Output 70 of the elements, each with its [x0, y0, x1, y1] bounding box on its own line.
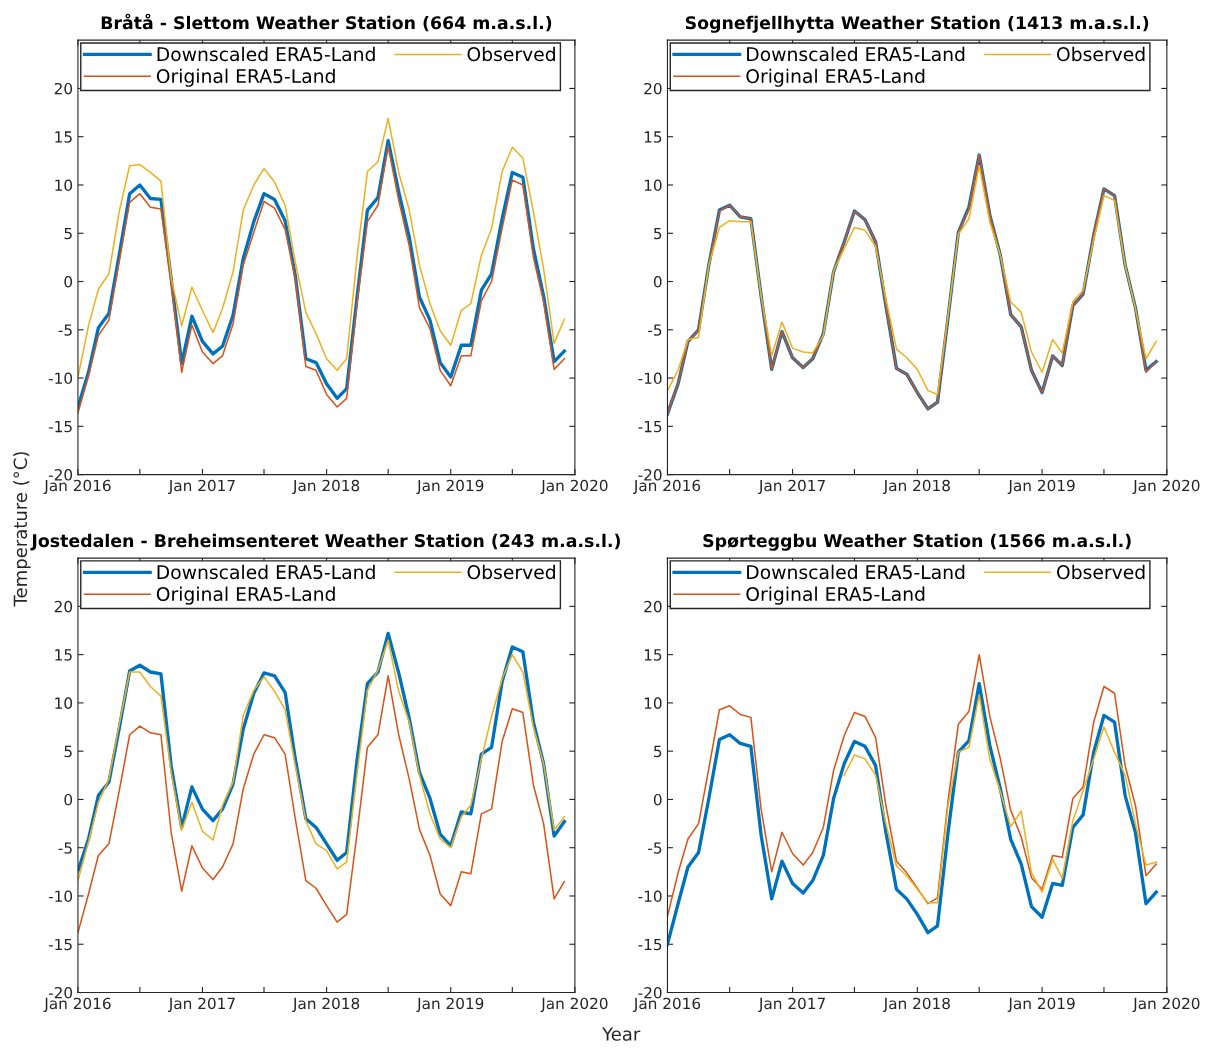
x-tick-label: Jan 2020: [1132, 997, 1200, 1013]
y-tick-label: 15: [644, 649, 662, 661]
x-tick-label: Jan 2017: [168, 997, 235, 1013]
legend-label: Observed: [467, 46, 555, 62]
y-tick-label: 20: [644, 600, 662, 613]
legend-label: Observed: [467, 564, 555, 580]
x-tick-label: Jan 2019: [1007, 479, 1075, 495]
y-tick-label: -15: [48, 938, 72, 951]
y-tick-label: 10: [644, 697, 662, 709]
y-tick-label: 0: [64, 793, 73, 806]
y-tick-label: -15: [48, 420, 72, 433]
y-tick-label: -10: [638, 372, 662, 385]
y-tick-label: -15: [638, 938, 662, 951]
legend-label: Observed: [1057, 46, 1145, 62]
x-axis-title: Year: [602, 1027, 641, 1041]
y-tick-label: -20: [638, 469, 662, 481]
y-tick-label: 10: [644, 179, 662, 191]
x-tick-label: Jan 2017: [758, 479, 825, 495]
legend-label: Downscaled ERA5-Land: [747, 564, 965, 580]
x-tick-label: Jan 2019: [1007, 997, 1075, 1013]
y-axis-title: Temperature (°C): [13, 452, 31, 607]
chart-title: Spørteggbu Weather Station (1566 m.a.s.l.): [703, 533, 1131, 551]
y-tick-label: 5: [654, 227, 662, 240]
y-tick-label: 5: [64, 227, 72, 240]
y-tick-label: -10: [48, 890, 73, 903]
y-tick-label: 20: [54, 600, 73, 613]
y-tick-label: -5: [58, 842, 72, 854]
y-tick-label: 20: [644, 82, 662, 95]
y-tick-label: 15: [55, 131, 72, 143]
y-tick-label: 15: [644, 131, 662, 143]
x-tick-label: Jan 2018: [292, 997, 360, 1013]
y-tick-label: 20: [54, 82, 73, 95]
y-tick-label: -10: [638, 890, 662, 903]
y-tick-label: -5: [58, 324, 72, 336]
chart-title: Jostedalen - Breheimsenteret Weather Station (243 m.a.s.l.): [30, 533, 620, 551]
y-tick-label: 0: [653, 275, 662, 288]
x-tick-label: Jan 2018: [292, 479, 360, 495]
legend-label: Downscaled ERA5-Land: [157, 564, 375, 580]
x-tick-label: Jan 2020: [540, 997, 608, 1013]
y-tick-label: -20: [638, 986, 662, 999]
y-tick-label: -15: [638, 420, 662, 433]
y-tick-label: 5: [654, 745, 662, 758]
x-tick-label: Jan 2018: [882, 997, 950, 1013]
y-tick-label: 15: [55, 649, 72, 661]
y-tick-label: 0: [653, 793, 662, 806]
x-tick-label: Jan 2018: [882, 479, 950, 495]
x-tick-label: Jan 2017: [168, 479, 235, 495]
legend-label: Downscaled ERA5-Land: [747, 46, 965, 62]
y-tick-label: -20: [48, 986, 73, 999]
x-tick-label: Jan 2019: [416, 997, 484, 1013]
legend-label: Original ERA5-Land: [746, 586, 925, 605]
legend-label: Downscaled ERA5-Land: [157, 46, 375, 62]
legend-label: Original ERA5-Land: [746, 68, 925, 87]
x-tick-label: Jan 2020: [540, 479, 608, 495]
y-tick-label: 5: [64, 745, 72, 758]
x-tick-label: Jan 2017: [758, 997, 825, 1013]
legend-label: Original ERA5-Land: [156, 68, 335, 87]
legend-label: Observed: [1057, 564, 1145, 580]
legend-label: Original ERA5-Land: [156, 586, 335, 605]
y-tick-label: 0: [64, 275, 73, 288]
y-tick-label: 10: [55, 697, 73, 709]
y-tick-label: 10: [55, 179, 73, 191]
y-tick-label: -5: [648, 324, 662, 336]
y-tick-label: -10: [48, 372, 73, 385]
x-tick-label: Jan 2020: [1132, 479, 1200, 495]
y-tick-label: -20: [48, 469, 73, 481]
chart-title: Bråtå - Slettom Weather Station (664 m.a.s.l.): [101, 13, 552, 32]
y-tick-label: -5: [648, 842, 662, 854]
x-tick-label: Jan 2019: [416, 479, 484, 495]
chart-title: Sognefjellhytta Weather Station (1413 m.a.s.l.): [685, 15, 1149, 33]
